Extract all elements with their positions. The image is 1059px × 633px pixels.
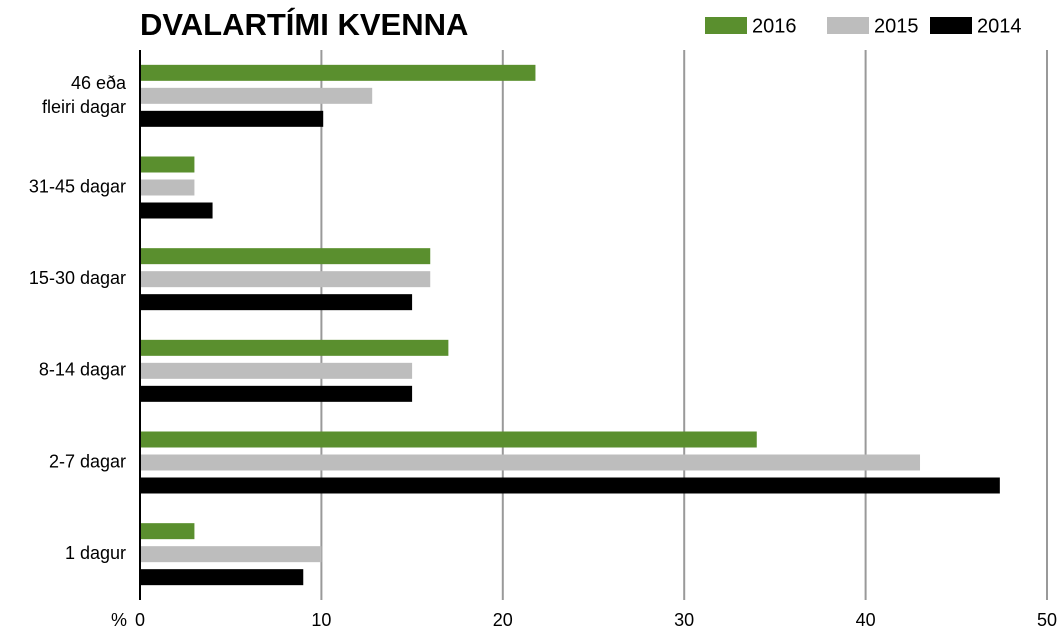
y-tick-label: 1 dagur — [65, 543, 126, 563]
y-tick-label: 46 eða fleiri dagar — [42, 73, 127, 117]
bar — [140, 271, 431, 288]
x-tick-label: 10 — [311, 610, 331, 630]
chart-title: DVALARTÍMI KVENNA — [140, 7, 468, 42]
y-tick-label: 15-30 dagar — [29, 268, 126, 288]
y-tick-label: 2-7 dagar — [49, 451, 126, 471]
bar — [140, 294, 413, 311]
x-tick-label: 20 — [493, 610, 513, 630]
bar — [140, 546, 322, 563]
bar — [140, 87, 373, 104]
legend-label: 2016 — [752, 15, 797, 37]
x-tick-label: 40 — [856, 610, 876, 630]
bar — [140, 179, 195, 196]
legend-label: 2015 — [874, 15, 919, 37]
bar — [140, 569, 304, 586]
bar — [140, 523, 195, 540]
bar — [140, 454, 921, 471]
y-tick-label-line: fleiri dagar — [42, 97, 126, 117]
legend-swatch — [705, 17, 747, 34]
bar — [140, 202, 213, 219]
bar — [140, 64, 536, 81]
bar — [140, 110, 324, 127]
legend-swatch — [827, 17, 869, 34]
x-axis-label: % — [111, 610, 127, 630]
bar — [140, 385, 413, 402]
y-tick-label: 31-45 dagar — [29, 176, 126, 196]
bar — [140, 156, 195, 173]
bar — [140, 477, 1000, 494]
x-tick-label: 30 — [674, 610, 694, 630]
legend-label: 2014 — [977, 15, 1022, 37]
bar — [140, 339, 449, 356]
y-tick-label: 8-14 dagar — [39, 360, 126, 380]
bar — [140, 248, 431, 265]
x-tick-label: 50 — [1037, 610, 1057, 630]
bar — [140, 362, 413, 379]
x-tick-label: 0 — [135, 610, 145, 630]
y-tick-label-line: 46 eða — [71, 73, 127, 93]
bar — [140, 431, 757, 448]
legend-swatch — [930, 17, 972, 34]
